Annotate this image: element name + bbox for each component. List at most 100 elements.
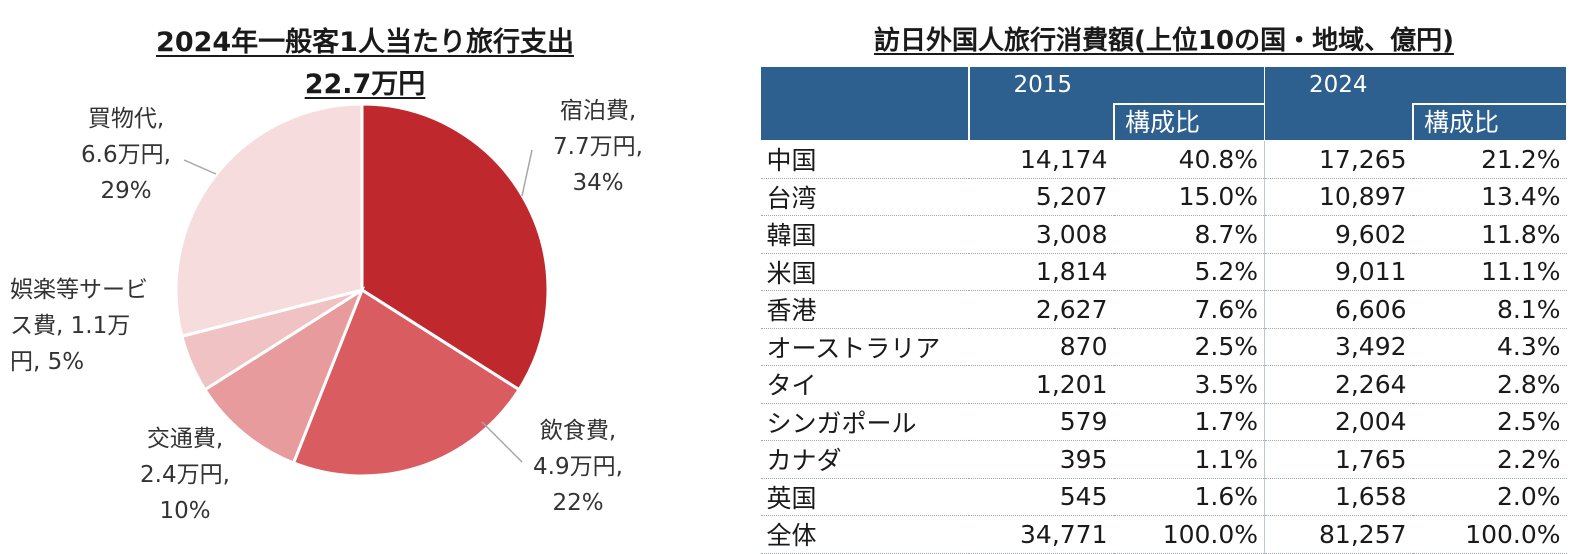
- ratio-2015: 15.0%: [1113, 178, 1266, 216]
- pie-label-line: 2.4万円,: [140, 462, 230, 488]
- value-2015: 5,207: [968, 178, 1114, 216]
- table-row: タイ 1,201 3.5% 2,264 2.8%: [760, 365, 1567, 404]
- table-row: 台湾 5,207 15.0% 10,897 13.4%: [760, 178, 1567, 216]
- value-2024: 1,658: [1264, 478, 1413, 516]
- ratio-2024: 11.1%: [1412, 253, 1567, 291]
- value-2024: 1,765: [1264, 440, 1413, 479]
- value-2015: 395: [968, 440, 1114, 479]
- header-corner: [760, 66, 970, 141]
- value-2024: 81,257: [1264, 515, 1413, 554]
- ratio-2024: 2.0%: [1412, 478, 1567, 516]
- ratio-2024: 4.3%: [1412, 328, 1567, 366]
- value-2024: 10,897: [1264, 178, 1413, 216]
- value-2024: 9,011: [1264, 253, 1413, 291]
- pie-slice-label: 交通費, 2.4万円, 10%: [140, 426, 230, 524]
- pie-slice-label: 宿泊費, 7.7万円, 34%: [553, 98, 643, 196]
- pie-chart: 宿泊費, 7.7万円, 34% 飲食費, 4.9万円, 22% 交通費, 2.4万円, 10% 娯…: [10, 98, 643, 524]
- pie-chart-total: 22.7万円: [304, 69, 426, 100]
- country-name: 香港: [760, 290, 969, 329]
- pie-label-line: 宿泊費,: [560, 98, 636, 124]
- pie-label-line: 34%: [572, 170, 623, 196]
- value-2015: 545: [968, 478, 1114, 516]
- pie-slice-label: 娯楽等サービス費, 1.1万円, 5%: [10, 277, 148, 375]
- ratio-2015: 40.8%: [1113, 140, 1266, 179]
- pie-label-line: 飲食費,: [540, 418, 616, 444]
- pie-slice-label: 飲食費, 4.9万円, 22%: [533, 418, 623, 516]
- country-name: 中国: [760, 140, 969, 179]
- header-ratio-2024-cell: 構成比: [1412, 103, 1568, 141]
- header-year-2024: 2024: [1264, 66, 1568, 104]
- spending-table: 2015 2024 構成比 構成比 中国 14,174 40.8% 17,265 21.…: [760, 66, 1568, 554]
- ratio-2024: 2.5%: [1412, 403, 1567, 441]
- pie-label-line: 4.9万円,: [533, 454, 623, 480]
- pie-slice-2: [291, 287, 522, 478]
- country-name: オーストラリア: [760, 328, 969, 366]
- ratio-2024: 21.2%: [1412, 140, 1567, 179]
- ratio-2015: 3.5%: [1113, 365, 1266, 404]
- header-value-2015: [968, 103, 1114, 141]
- pie-label-line: ス費, 1.1万: [10, 313, 130, 339]
- pie-label-line: 買物代,: [88, 106, 164, 132]
- value-2024: 3,492: [1264, 328, 1413, 366]
- ratio-2015: 100.0%: [1113, 515, 1266, 554]
- ratio-2024: 8.1%: [1412, 290, 1567, 329]
- ratio-2015: 8.7%: [1113, 215, 1266, 254]
- table-row: 全体 34,771 100.0% 81,257 100.0%: [760, 515, 1567, 554]
- pie-label-line: 22%: [552, 490, 603, 516]
- header-ratio-2015-cell: 構成比: [1112, 103, 1266, 141]
- table-row: カナダ 395 1.1% 1,765 2.2%: [760, 440, 1567, 479]
- country-name: タイ: [760, 365, 969, 404]
- leader-line: [481, 421, 523, 463]
- ratio-2024: 100.0%: [1412, 515, 1567, 554]
- table-row: 中国 14,174 40.8% 17,265 21.2%: [760, 140, 1567, 179]
- table-row: 香港 2,627 7.6% 6,606 8.1%: [760, 290, 1567, 329]
- table-row: 英国 545 1.6% 1,658 2.0%: [760, 478, 1567, 516]
- value-2015: 2,627: [968, 290, 1114, 329]
- pie-label-line: 交通費,: [147, 426, 223, 452]
- ratio-2015: 1.1%: [1113, 440, 1266, 479]
- pie-slice-label: 買物代, 6.6万円, 29%: [81, 106, 171, 204]
- table-body: 中国 14,174 40.8% 17,265 21.2% 台湾 5,207 15.0% 10,8…: [760, 140, 1567, 554]
- ratio-2015: 7.6%: [1113, 290, 1266, 329]
- ratio-2015: 1.6%: [1113, 478, 1266, 516]
- country-name: 全体: [760, 515, 969, 554]
- table-row: シンガポール 579 1.7% 2,004 2.5%: [760, 403, 1567, 441]
- pie-slice-3: [202, 286, 366, 465]
- value-2024: 6,606: [1264, 290, 1413, 329]
- spending-table-panel: 訪日外国人旅行消費額(上位10の国・地域、億円) 2015 2024 構成比 構…: [760, 0, 1568, 554]
- value-2015: 3,008: [968, 215, 1114, 254]
- country-name: 米国: [760, 253, 969, 291]
- value-2015: 1,814: [968, 253, 1114, 291]
- value-2015: 579: [968, 403, 1114, 441]
- ratio-2024: 2.2%: [1412, 440, 1567, 479]
- pie-label-line: 10%: [159, 498, 210, 524]
- pie-label-line: 円, 5%: [10, 349, 84, 375]
- table-row: 米国 1,814 5.2% 9,011 11.1%: [760, 253, 1567, 291]
- value-2024: 9,602: [1264, 215, 1413, 254]
- ratio-2024: 13.4%: [1412, 178, 1567, 216]
- ratio-2024: 11.8%: [1412, 215, 1567, 254]
- value-2015: 14,174: [968, 140, 1114, 179]
- header-value-2024: [1264, 103, 1414, 141]
- value-2024: 2,004: [1264, 403, 1413, 441]
- ratio-2015: 1.7%: [1113, 403, 1266, 441]
- ratio-2015: 2.5%: [1113, 328, 1266, 366]
- leader-line: [183, 159, 217, 175]
- pie-chart-panel: 2024年一般客1人当たり旅行支出 22.7万円 宿泊費, 7.7万円, 34% 飲食…: [0, 0, 730, 548]
- table-row: オーストラリア 870 2.5% 3,492 4.3%: [760, 328, 1567, 366]
- country-name: 韓国: [760, 215, 969, 254]
- header-year-2015: 2015: [967, 66, 1266, 104]
- country-name: カナダ: [760, 440, 969, 479]
- value-2015: 1,201: [968, 365, 1114, 404]
- country-name: シンガポール: [760, 403, 969, 441]
- value-2015: 870: [968, 328, 1114, 366]
- leader-line: [521, 149, 533, 197]
- ratio-2015: 5.2%: [1113, 253, 1266, 291]
- value-2024: 17,265: [1264, 140, 1413, 179]
- pie-label-line: 6.6万円,: [81, 142, 171, 168]
- table-title: 訪日外国人旅行消費額(上位10の国・地域、億円): [874, 26, 1454, 56]
- pie-slice-5: [174, 102, 364, 339]
- pie-chart-title: 2024年一般客1人当たり旅行支出: [156, 27, 574, 58]
- pie-label-line: 7.7万円,: [553, 134, 643, 160]
- table-row: 韓国 3,008 8.7% 9,602 11.8%: [760, 215, 1567, 254]
